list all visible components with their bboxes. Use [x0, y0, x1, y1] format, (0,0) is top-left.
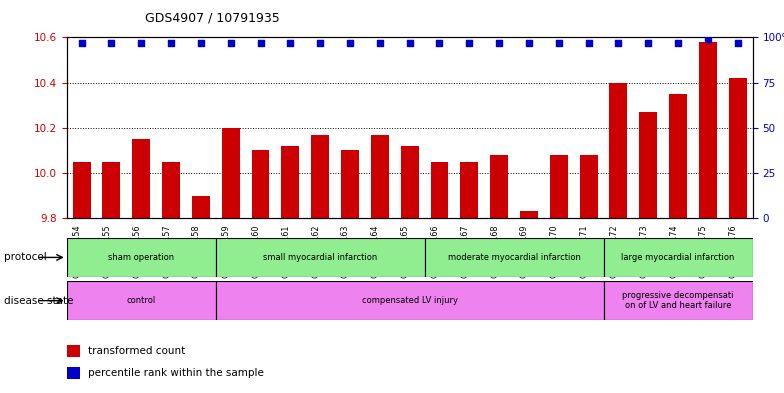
Point	[105, 40, 118, 46]
Point	[702, 36, 714, 42]
Bar	[604, 238, 753, 277]
Bar	[639, 112, 657, 218]
Point	[612, 40, 625, 46]
Text: percentile rank within the sample: percentile rank within the sample	[88, 368, 263, 378]
Bar	[430, 162, 448, 218]
Point	[493, 40, 506, 46]
Point	[583, 40, 595, 46]
Point	[135, 40, 147, 46]
Text: sham operation: sham operation	[108, 253, 174, 262]
Point	[434, 40, 446, 46]
Text: control: control	[126, 296, 156, 305]
Point	[314, 40, 326, 46]
Point	[284, 40, 296, 46]
Point	[254, 40, 267, 46]
Bar	[579, 155, 597, 218]
Point	[194, 40, 207, 46]
Bar	[67, 238, 216, 277]
Point	[403, 40, 416, 46]
Bar	[490, 155, 508, 218]
Bar	[73, 162, 90, 218]
Bar	[192, 196, 210, 218]
Bar	[216, 238, 425, 277]
Point	[224, 40, 237, 46]
Bar	[252, 151, 270, 218]
Text: GDS4907 / 10791935: GDS4907 / 10791935	[145, 12, 280, 25]
Text: small myocardial infarction: small myocardial infarction	[263, 253, 377, 262]
Bar	[371, 134, 389, 218]
Bar	[699, 42, 717, 218]
Bar	[341, 151, 359, 218]
Bar	[132, 139, 151, 218]
Bar	[609, 83, 627, 218]
Point	[75, 40, 88, 46]
Text: large myocardial infarction: large myocardial infarction	[622, 253, 735, 262]
Point	[343, 40, 356, 46]
Point	[463, 40, 476, 46]
Point	[642, 40, 655, 46]
Bar	[222, 128, 240, 218]
Point	[553, 40, 565, 46]
Point	[373, 40, 386, 46]
Bar	[550, 155, 568, 218]
Bar	[729, 78, 746, 218]
Bar	[216, 281, 604, 320]
Text: disease state: disease state	[4, 296, 74, 306]
Bar	[425, 238, 604, 277]
Bar	[669, 94, 687, 218]
Bar	[162, 162, 180, 218]
Text: transformed count: transformed count	[88, 346, 185, 356]
Bar	[67, 367, 80, 380]
Point	[165, 40, 177, 46]
Text: moderate myocardial infarction: moderate myocardial infarction	[448, 253, 580, 262]
Bar	[604, 281, 753, 320]
Bar	[103, 162, 120, 218]
Bar	[460, 162, 478, 218]
Point	[731, 40, 744, 46]
Text: progressive decompensati
on of LV and heart failure: progressive decompensati on of LV and he…	[622, 291, 734, 310]
Bar	[67, 281, 216, 320]
Bar	[520, 211, 538, 218]
Bar	[281, 146, 299, 218]
Point	[523, 40, 535, 46]
Bar	[311, 134, 329, 218]
Bar	[401, 146, 419, 218]
Text: protocol: protocol	[4, 252, 47, 263]
Text: compensated LV injury: compensated LV injury	[361, 296, 458, 305]
Bar	[67, 345, 80, 358]
Point	[672, 40, 684, 46]
